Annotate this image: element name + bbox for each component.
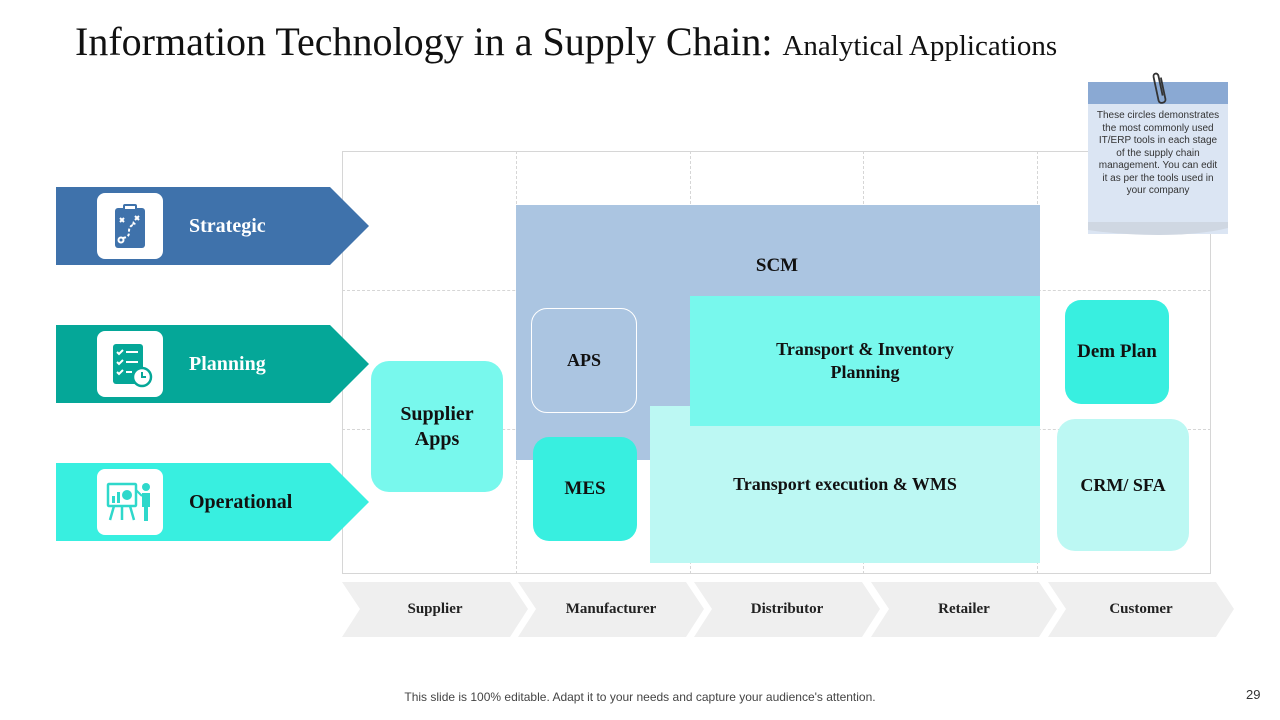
title-main: Information Technology in a Supply Chain… <box>75 19 773 64</box>
category-planning: Planning <box>56 325 369 403</box>
presentation-easel-icon <box>97 469 163 535</box>
transport-exec-box: Transport execution & WMS <box>650 406 1040 563</box>
stage-retailer: Retailer <box>871 582 1057 637</box>
category-label: Planning <box>189 353 266 375</box>
category-operational: Operational <box>56 463 369 541</box>
scm-label: SCM <box>755 255 799 276</box>
stage-supplier: Supplier <box>342 582 528 637</box>
transport-exec-label: Transport execution & WMS <box>733 474 957 494</box>
paperclip-icon <box>1152 72 1167 104</box>
stage-customer: Customer <box>1048 582 1234 637</box>
stage-manufacturer: Manufacturer <box>518 582 704 637</box>
title-sub: Analytical Applications <box>782 30 1058 62</box>
page-number: 29 <box>1246 687 1261 702</box>
page-title: Information Technology in a Supply Chain… <box>75 18 1057 65</box>
category-strategic: Strategic <box>56 187 369 265</box>
category-label: Strategic <box>189 215 266 237</box>
stage-distributor: Distributor <box>694 582 880 637</box>
sticky-note <box>1088 82 1228 234</box>
mes-box: MES <box>533 437 637 541</box>
supplier-apps-box: Supplier Apps <box>371 361 503 492</box>
category-label: Operational <box>189 491 293 513</box>
crm-sfa-box: CRM/ SFA <box>1057 419 1189 551</box>
sticky-note-header <box>1088 82 1228 104</box>
aps-box: APS <box>531 308 637 413</box>
strategy-board-icon <box>97 193 163 259</box>
transport-inventory-box: Transport & Inventory Planning <box>690 296 1040 426</box>
note-text: These circles demonstrates the most comm… <box>1096 110 1220 196</box>
checklist-clock-icon <box>97 331 163 397</box>
footer-caption: This slide is 100% editable. Adapt it to… <box>404 690 876 704</box>
dem-plan-box: Dem Plan <box>1065 300 1169 404</box>
note-curl <box>1088 222 1228 235</box>
